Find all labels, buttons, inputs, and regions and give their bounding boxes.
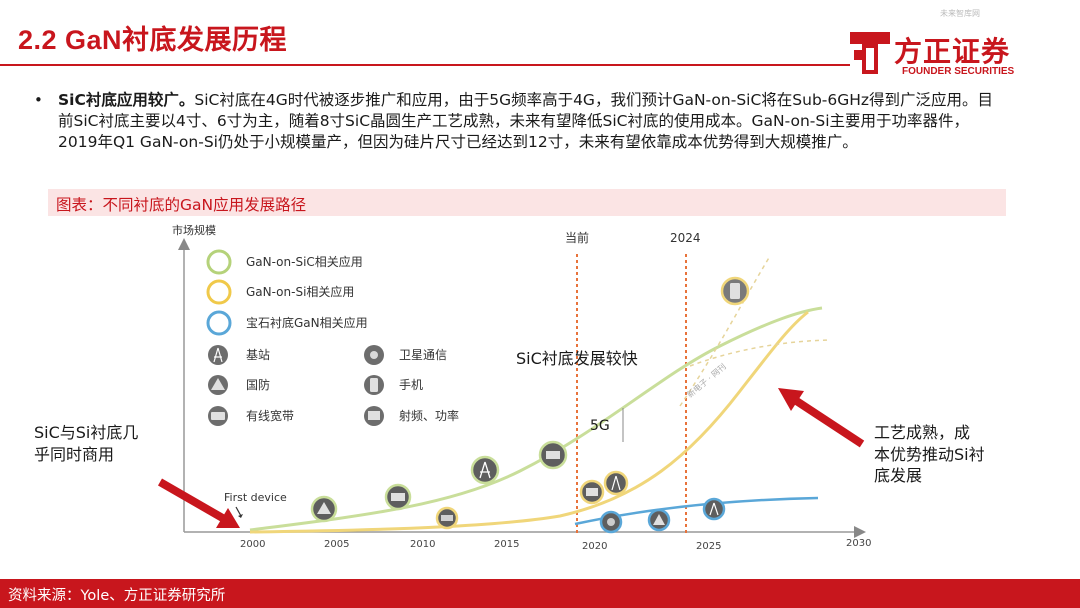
first-device-label: First device xyxy=(224,491,287,504)
app-label-base-station: 基站 xyxy=(246,348,270,362)
left-note-line1: SiC与Si衬底几 xyxy=(34,423,138,442)
x-tick-2020: 2020 xyxy=(582,541,607,552)
x-tick-2000: 2000 xyxy=(240,539,265,550)
logo-cn-text: 方正证券 xyxy=(894,35,1011,68)
figure-caption: 图表：不同衬底的GaN应用发展路径 xyxy=(56,196,307,214)
x-tick-2010: 2010 xyxy=(410,539,435,550)
app-label-broadband: 有线宽带 xyxy=(246,408,294,423)
logo-en-text: FOUNDER SECURITIES xyxy=(902,66,1015,77)
bullet-dot-icon: • xyxy=(34,91,43,109)
2024-marker-label: 2024 xyxy=(670,231,701,245)
app-label-rf-power: 射频、功率 xyxy=(399,408,459,423)
milestone-2015-base-station xyxy=(470,455,500,485)
x-tick-2005: 2005 xyxy=(324,539,349,550)
milestone-2005-radar xyxy=(310,495,338,523)
bullet-body: SiC衬底在4G时代被逐步推广和应用，由于5G频率高于4G，我们预计GaN-on… xyxy=(58,91,994,151)
legend-item-sic: GaN-on-SiC相关应用 xyxy=(206,249,363,275)
milestone-2021-base-station xyxy=(603,470,629,496)
app-legend-defense: 国防 xyxy=(208,375,270,395)
footer-source: 资料来源：Yole、方正证券研究所 xyxy=(8,588,226,604)
legend-label-si: GaN-on-Si相关应用 xyxy=(246,284,354,299)
app-legend-satellite: 卫星通信 xyxy=(364,345,447,365)
founder-logo: 方正证券 FOUNDER SECURITIES xyxy=(848,30,1028,78)
sapphire-curve xyxy=(574,496,819,526)
legend-label-sapphire: 宝石衬底GaN相关应用 xyxy=(246,315,368,330)
x-tick-2015: 2015 xyxy=(494,539,519,550)
founder-logo-icon xyxy=(850,32,890,74)
milestone-phone xyxy=(720,276,750,306)
left-red-arrow xyxy=(158,478,240,528)
footer-bar: 资料来源：Yole、方正证券研究所 xyxy=(0,579,1080,608)
legend-item-si: GaN-on-Si相关应用 xyxy=(206,279,354,305)
x-tick-2030: 2030 xyxy=(846,538,871,549)
right-note-line3: 底发展 xyxy=(874,466,922,485)
bullet-paragraph: • SiC衬底应用较广。SiC衬底在4G时代被逐步推广和应用，由于5G频率高于4… xyxy=(34,90,1008,153)
y-axis-label: 市场规模 xyxy=(172,223,216,237)
title-rule xyxy=(0,64,850,66)
first-device-pointer xyxy=(235,506,242,517)
milestone-2010-si xyxy=(435,506,459,530)
milestone-2022-sapphire xyxy=(647,508,671,532)
app-label-satellite: 卫星通信 xyxy=(399,348,447,362)
milestone-2020-rf xyxy=(579,479,605,505)
right-red-arrow xyxy=(778,388,865,448)
app-label-defense: 国防 xyxy=(246,377,270,392)
sic-curve xyxy=(249,306,823,532)
milestone-2020-sapphire xyxy=(599,510,623,534)
si-curve-dashed xyxy=(689,339,831,367)
curve-watermark: 新电子 · 网刊 xyxy=(685,361,728,399)
si-curve xyxy=(249,310,809,534)
legend-item-sapphire: 宝石衬底GaN相关应用 xyxy=(206,310,368,336)
bullet-lead: SiC衬底应用较广。 xyxy=(58,91,195,109)
top-watermark: 未来智库网 xyxy=(940,9,980,18)
now-marker-label: 当前 xyxy=(565,230,589,245)
milestone-2017-broadband xyxy=(538,440,568,470)
five-g-annotation: 5G xyxy=(590,418,610,434)
gan-development-diagram: 市场规模 2000 2005 2010 2015 2020 2025 2030 … xyxy=(34,223,985,552)
left-note-line2: 乎同时商用 xyxy=(34,445,114,464)
milestone-2010-broadband xyxy=(384,483,412,511)
figure-caption-bar: 图表：不同衬底的GaN应用发展路径 xyxy=(48,189,1006,216)
app-legend-phone: 手机 xyxy=(364,375,423,395)
slide-title: 2.2 GaN衬底发展历程 xyxy=(18,25,288,55)
right-note-line2: 本优势推动Si衬 xyxy=(874,445,985,464)
app-label-phone: 手机 xyxy=(399,378,423,392)
base-station-icon xyxy=(208,345,228,365)
right-note-line1: 工艺成熟，成 xyxy=(874,423,970,442)
app-legend-rf-power: 射频、功率 xyxy=(364,406,459,426)
x-tick-2025: 2025 xyxy=(696,541,721,552)
first-device-pointer-head xyxy=(238,514,243,518)
sic-curve-dashed xyxy=(679,255,771,407)
legend-label-sic: GaN-on-SiC相关应用 xyxy=(246,254,363,269)
app-legend-broadband: 有线宽带 xyxy=(208,406,294,426)
app-legend-base-station: 基站 xyxy=(208,345,270,365)
milestone-2025-sapphire xyxy=(702,497,726,521)
sic-fast-annotation: SiC衬底发展较快 xyxy=(516,349,638,368)
